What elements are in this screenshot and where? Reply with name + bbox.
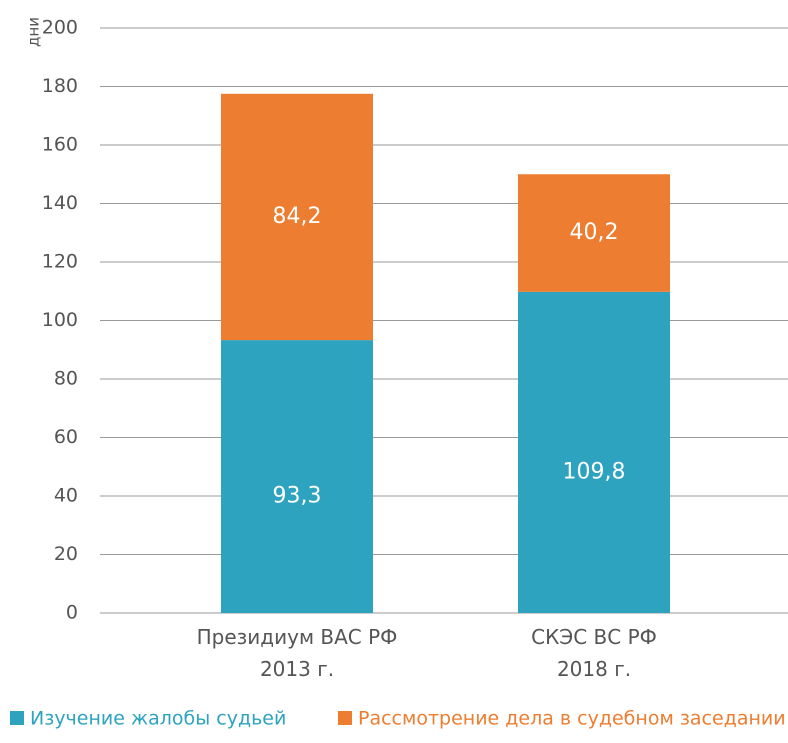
- bar-segment: [518, 174, 670, 292]
- y-tick-label: 120: [42, 251, 78, 273]
- y-tick-label: 140: [42, 192, 78, 214]
- legend-swatch: [10, 711, 24, 725]
- y-tick-label: 180: [42, 75, 78, 97]
- legend-label: Рассмотрение дела в судебном заседании: [358, 708, 786, 730]
- y-tick-label: 20: [54, 543, 78, 565]
- value-label: 40,2: [570, 220, 619, 245]
- bar-segment: [221, 93, 373, 341]
- y-tick-label: 200: [42, 17, 78, 39]
- value-label: 109,8: [563, 459, 626, 484]
- value-label: 84,2: [273, 204, 322, 229]
- bar-segment: [221, 340, 373, 613]
- y-axis-label: дни: [25, 17, 43, 47]
- y-tick-label: 40: [54, 485, 78, 507]
- y-tick-label: 160: [42, 134, 78, 156]
- y-tick-label: 0: [66, 602, 78, 624]
- x-tick-label: Президиум ВАС РФ 2013 г.: [197, 625, 398, 681]
- x-tick-label: СКЭС ВС РФ 2018 г.: [531, 625, 657, 681]
- legend-label: Изучение жалобы судьей: [30, 708, 286, 730]
- y-tick-label: 100: [42, 309, 78, 331]
- bar-segment: [518, 291, 670, 613]
- y-tick-label: 60: [54, 426, 78, 448]
- y-tick-label: 80: [54, 368, 78, 390]
- value-label: 93,3: [273, 484, 322, 509]
- legend-swatch: [338, 711, 352, 725]
